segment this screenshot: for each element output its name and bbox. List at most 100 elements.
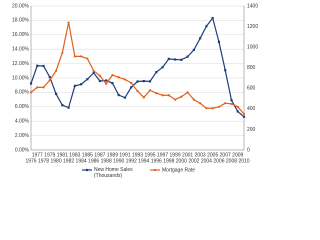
y-tick-label: 8.00% — [15, 90, 30, 96]
point — [136, 89, 139, 93]
point — [36, 86, 39, 89]
x-tick-label: 1981 — [57, 152, 68, 158]
point — [167, 57, 170, 60]
point — [224, 102, 227, 105]
chart: 0.00% 2.00% 4.00% 6.00% 8.00% 10.00% 12.00% 14.… — [12, 3, 258, 179]
point — [236, 110, 239, 113]
x-tick-label: 2001 — [182, 152, 193, 158]
point — [167, 94, 170, 97]
legend-label: New Home Sales (Thousands) — [94, 167, 133, 179]
x-tick-label: 2010 — [238, 158, 249, 164]
x-tick-label: 1996 — [151, 158, 162, 164]
y-tick-label: 10.00% — [12, 75, 30, 81]
point — [73, 55, 76, 58]
x-tick-label: 1987 — [94, 152, 105, 158]
point — [123, 78, 127, 81]
point — [54, 92, 58, 96]
point — [199, 102, 202, 105]
x-tick-label: 1979 — [44, 152, 55, 158]
point — [117, 76, 120, 79]
x-tick-label: 2007 — [220, 152, 231, 158]
y2-tick-label: 1200 — [247, 24, 258, 30]
x-tick-label: 2000 — [176, 158, 187, 164]
y2-tick-label: 200 — [247, 127, 256, 133]
point — [73, 84, 76, 88]
point — [54, 69, 58, 72]
y-tick-label: 14.00% — [12, 47, 30, 53]
point — [123, 96, 127, 99]
x-tick-label: 1999 — [170, 152, 181, 158]
x-tick-label: 1995 — [144, 152, 155, 158]
point — [130, 81, 133, 85]
legend-marker — [153, 168, 157, 172]
x-tick-label: 2002 — [188, 158, 199, 164]
legend-marker — [85, 168, 89, 172]
y-tick-label: 18.00% — [12, 18, 30, 24]
point — [186, 91, 189, 94]
point — [86, 57, 89, 60]
point — [130, 86, 133, 89]
point — [217, 40, 221, 43]
point — [205, 25, 208, 28]
x-tick-label: 1998 — [163, 158, 174, 164]
y2-tick-label: 1400 — [247, 3, 258, 9]
point — [48, 79, 51, 82]
x-tick-label: 1988 — [101, 158, 112, 164]
y-tick-label: 4.00% — [15, 119, 30, 125]
x-tick-label: 2006 — [213, 158, 224, 164]
point — [192, 48, 195, 52]
point — [173, 98, 177, 101]
point — [161, 66, 164, 69]
point — [61, 51, 64, 54]
point — [236, 105, 239, 108]
point — [242, 115, 246, 118]
y2-tick-label: 0 — [247, 147, 250, 153]
point — [67, 21, 70, 24]
point — [142, 96, 145, 99]
point — [211, 16, 214, 20]
point — [98, 74, 102, 77]
point — [92, 69, 95, 72]
point — [80, 83, 83, 86]
point — [86, 78, 89, 81]
point — [42, 86, 45, 89]
point — [92, 71, 95, 74]
point — [105, 82, 108, 85]
point — [105, 79, 108, 82]
y-tick-label: 0.00% — [15, 147, 30, 153]
point — [136, 80, 139, 83]
point — [48, 75, 51, 79]
y2-tick-label: 1000 — [247, 44, 258, 50]
x-tick-label: 1990 — [113, 158, 124, 164]
point — [217, 105, 221, 108]
legend-label-line: New Home Sales — [94, 167, 133, 173]
y2-tick-label: 600 — [247, 86, 256, 92]
x-tick-label: 2008 — [226, 158, 237, 164]
legend-label-line: (Thousands) — [94, 173, 122, 179]
point — [42, 64, 45, 68]
x-tick-label: 1977 — [32, 152, 43, 158]
x-tick-label: 2009 — [232, 152, 243, 158]
x-tick-label: 1980 — [50, 158, 61, 164]
point — [111, 82, 114, 85]
point — [155, 71, 158, 74]
point — [36, 64, 39, 67]
x-tick-label: 1986 — [88, 158, 99, 164]
x-tick-label: 2004 — [201, 158, 212, 164]
point — [230, 102, 233, 106]
x-tick-label: 1997 — [157, 152, 168, 158]
x-tick-label: 1978 — [38, 158, 49, 164]
x-tick-label: 1993 — [132, 152, 143, 158]
point — [230, 99, 233, 102]
point — [148, 80, 152, 83]
x-tick-label: 1983 — [69, 152, 80, 158]
point — [180, 95, 183, 98]
point — [155, 92, 158, 95]
point — [80, 55, 83, 58]
y-tick-label: 16.00% — [12, 32, 30, 38]
x-tick-label: 1994 — [138, 158, 149, 164]
point — [111, 74, 114, 77]
point — [173, 58, 177, 61]
x-tick-label: 1989 — [107, 152, 118, 158]
point — [142, 79, 145, 83]
